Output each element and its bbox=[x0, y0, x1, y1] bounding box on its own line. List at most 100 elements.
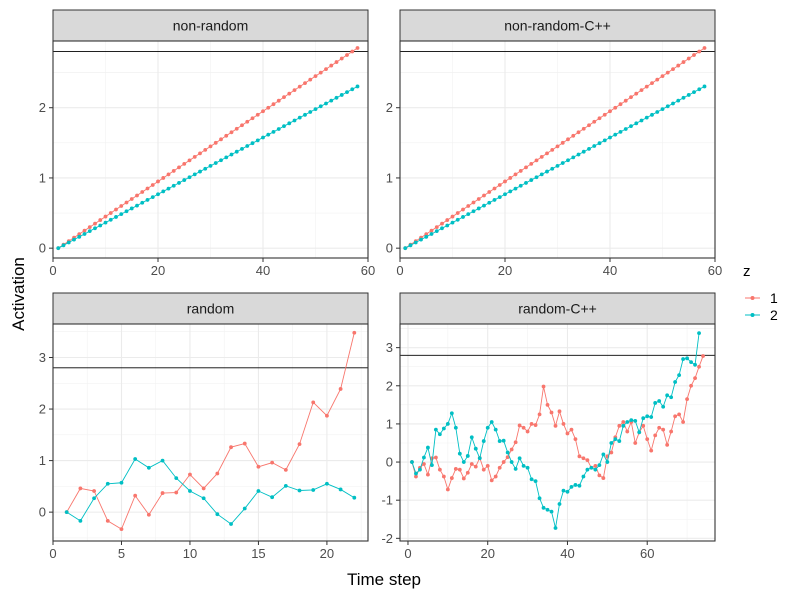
x-tick-label: 10 bbox=[183, 546, 197, 561]
x-tick-label: 40 bbox=[603, 263, 617, 278]
data-point-series-2 bbox=[329, 98, 334, 103]
data-point-series-2 bbox=[623, 127, 628, 131]
data-point-series-1 bbox=[135, 193, 139, 198]
data-point-series-2 bbox=[156, 192, 160, 197]
data-point-series-1 bbox=[508, 176, 513, 180]
data-point-series-1 bbox=[229, 130, 234, 135]
data-point-series-2 bbox=[215, 512, 220, 517]
data-point-series-2 bbox=[287, 121, 292, 126]
data-point-series-2 bbox=[609, 441, 614, 445]
data-point-series-2 bbox=[119, 212, 124, 217]
data-point-series-1 bbox=[426, 472, 430, 477]
data-point-series-2 bbox=[408, 243, 413, 248]
data-point-series-2 bbox=[461, 460, 466, 464]
data-point-series-1 bbox=[634, 91, 639, 96]
data-point-series-1 bbox=[569, 427, 574, 432]
y-tick-label: 2 bbox=[386, 378, 393, 393]
data-point-series-2 bbox=[66, 240, 71, 245]
data-point-series-1 bbox=[270, 460, 275, 465]
data-point-series-1 bbox=[466, 204, 471, 208]
data-point-series-2 bbox=[413, 240, 418, 245]
data-point-series-2 bbox=[485, 425, 490, 430]
data-point-series-1 bbox=[303, 81, 307, 86]
data-point-series-2 bbox=[208, 163, 213, 168]
x-tick-label: 40 bbox=[560, 546, 574, 561]
panel-border bbox=[52, 323, 369, 542]
data-point-series-1 bbox=[188, 472, 192, 477]
data-point-series-2 bbox=[521, 463, 526, 468]
data-point-series-1 bbox=[129, 197, 134, 201]
data-point-series-2 bbox=[613, 132, 618, 137]
data-point-series-1 bbox=[240, 123, 244, 128]
data-point-series-2 bbox=[177, 181, 181, 185]
data-point-series-1 bbox=[282, 95, 286, 100]
data-point-series-2 bbox=[64, 510, 69, 515]
data-point-series-2 bbox=[182, 178, 187, 182]
data-point-series-1 bbox=[669, 429, 674, 434]
y-tick-label: 1 bbox=[39, 170, 46, 185]
data-point-series-2 bbox=[655, 110, 660, 114]
data-point-series-2 bbox=[250, 141, 255, 146]
facet-strip-label: random bbox=[187, 301, 234, 317]
data-point-series-1 bbox=[576, 130, 581, 135]
data-point-series-1 bbox=[641, 423, 646, 428]
data-point-series-1 bbox=[339, 56, 344, 61]
data-point-series-1 bbox=[702, 46, 707, 50]
data-point-series-2 bbox=[681, 95, 686, 100]
series-line-1 bbox=[66, 332, 355, 530]
data-point-series-2 bbox=[187, 175, 192, 180]
data-point-series-2 bbox=[429, 232, 434, 236]
data-point-series-1 bbox=[676, 63, 681, 68]
data-point-series-2 bbox=[587, 146, 591, 151]
data-point-series-2 bbox=[119, 480, 124, 485]
data-point-series-1 bbox=[124, 200, 129, 205]
data-point-series-2 bbox=[634, 121, 639, 126]
data-point-series-2 bbox=[693, 362, 697, 367]
data-point-series-2 bbox=[219, 158, 223, 163]
x-tick-label: 20 bbox=[151, 263, 165, 278]
data-point-series-2 bbox=[671, 101, 675, 106]
data-point-series-2 bbox=[665, 393, 670, 398]
data-point-series-2 bbox=[686, 93, 691, 97]
data-point-series-2 bbox=[171, 183, 176, 188]
data-point-series-1 bbox=[639, 88, 644, 93]
data-point-series-1 bbox=[482, 193, 486, 198]
data-point-series-2 bbox=[234, 149, 239, 154]
data-point-series-1 bbox=[545, 151, 549, 156]
data-point-series-2 bbox=[497, 439, 502, 443]
data-point-series-2 bbox=[403, 246, 408, 251]
data-point-series-2 bbox=[72, 237, 76, 242]
data-point-series-1 bbox=[450, 214, 455, 219]
data-point-series-2 bbox=[129, 206, 134, 211]
data-point-series-1 bbox=[501, 460, 506, 464]
data-point-series-1 bbox=[150, 183, 155, 187]
data-point-series-1 bbox=[352, 330, 357, 335]
data-point-series-1 bbox=[276, 98, 281, 103]
data-point-series-2 bbox=[481, 439, 486, 443]
data-point-series-1 bbox=[493, 474, 498, 479]
data-point-series-2 bbox=[311, 488, 316, 492]
data-point-series-2 bbox=[637, 430, 642, 435]
data-point-series-2 bbox=[645, 414, 650, 419]
data-point-series-2 bbox=[433, 427, 438, 432]
data-point-series-1 bbox=[318, 70, 323, 75]
data-point-series-2 bbox=[477, 456, 482, 461]
data-point-series-1 bbox=[665, 442, 670, 447]
data-point-series-2 bbox=[161, 189, 166, 194]
data-point-series-2 bbox=[602, 138, 607, 143]
data-point-series-1 bbox=[585, 458, 590, 463]
y-tick-label: 2 bbox=[39, 402, 46, 417]
data-point-series-2 bbox=[461, 215, 465, 219]
data-point-series-2 bbox=[256, 489, 261, 493]
x-tick-label: 20 bbox=[498, 263, 512, 278]
data-point-series-1 bbox=[661, 427, 666, 432]
data-point-series-2 bbox=[577, 483, 582, 488]
data-point-series-2 bbox=[229, 152, 234, 157]
data-point-series-1 bbox=[592, 119, 597, 124]
data-point-series-2 bbox=[605, 460, 610, 464]
data-point-series-2 bbox=[450, 220, 455, 225]
data-point-series-2 bbox=[613, 437, 618, 442]
data-point-series-1 bbox=[203, 147, 208, 152]
data-point-series-1 bbox=[133, 493, 138, 498]
